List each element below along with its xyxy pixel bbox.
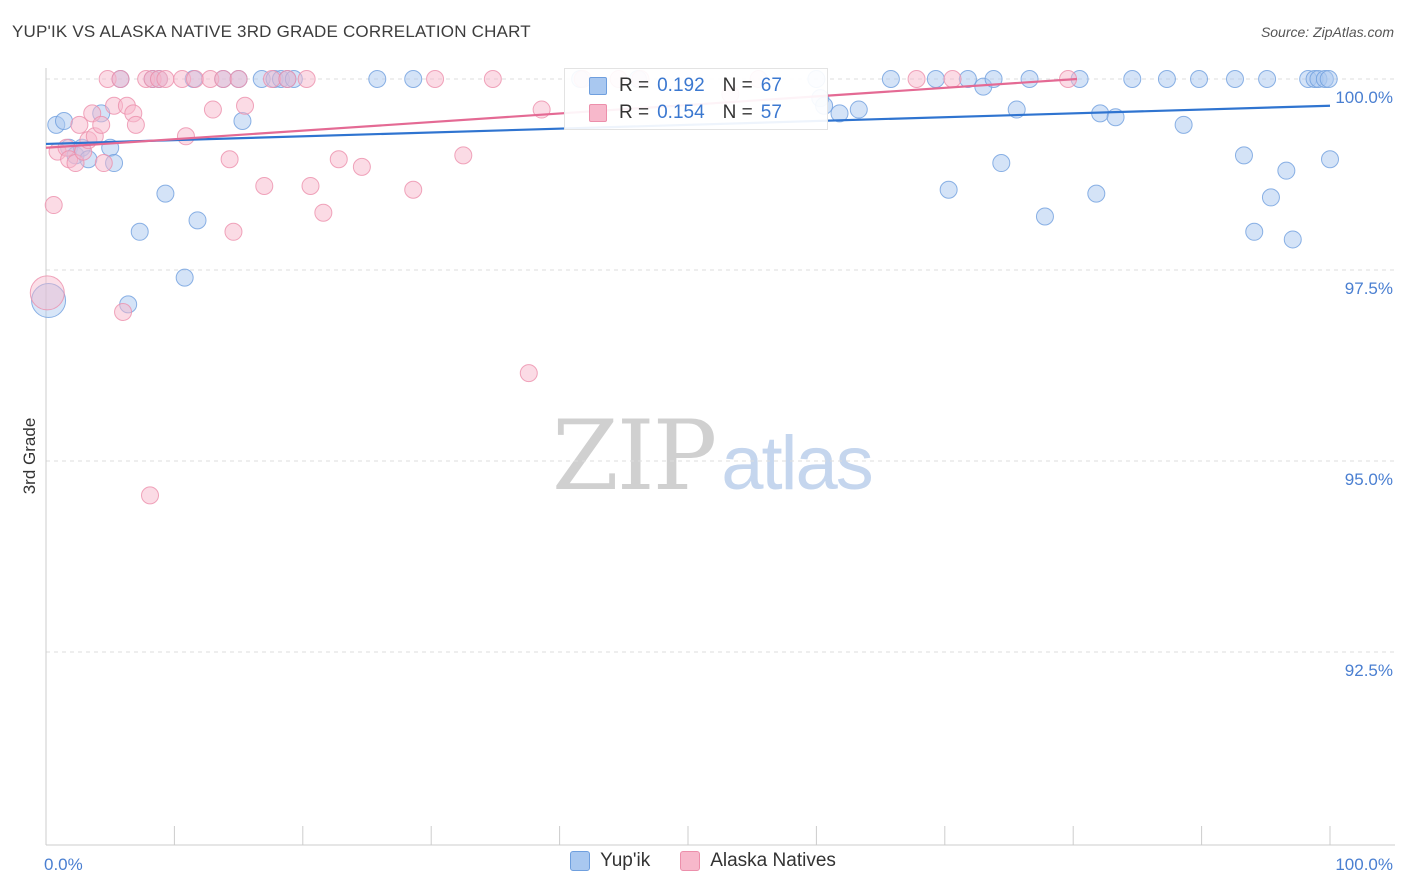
data-point bbox=[188, 211, 207, 230]
alaska-swatch-icon bbox=[589, 104, 607, 122]
stats-legend-row-alaska: R = 0.154 N = 57 bbox=[589, 100, 782, 126]
data-point bbox=[992, 154, 1011, 173]
data-point bbox=[1157, 70, 1176, 88]
data-point bbox=[130, 222, 149, 241]
data-point bbox=[214, 70, 233, 88]
stats-legend-row-yupik: R = 0.192 N = 67 bbox=[589, 73, 782, 99]
data-point bbox=[1321, 150, 1339, 169]
watermark-atlas: atlas bbox=[721, 421, 874, 506]
chart-title: YUP'IK VS ALASKA NATIVE 3RD GRADE CORREL… bbox=[12, 22, 531, 41]
data-point bbox=[236, 96, 255, 115]
data-point bbox=[111, 70, 130, 88]
x-tick-label: 100.0% bbox=[1335, 855, 1393, 874]
watermark: ZIPatlas bbox=[552, 400, 874, 512]
n-label: N = bbox=[722, 102, 753, 123]
r-value: 0.192 bbox=[657, 75, 705, 96]
watermark-zip: ZIP bbox=[552, 400, 717, 512]
data-point bbox=[297, 70, 316, 88]
data-point bbox=[176, 127, 195, 146]
data-point bbox=[185, 70, 204, 88]
data-point bbox=[229, 70, 248, 88]
y-tick-label: 95.0% bbox=[1345, 470, 1393, 489]
data-point bbox=[926, 70, 945, 88]
data-point bbox=[1234, 146, 1253, 165]
data-point bbox=[1087, 184, 1106, 203]
data-point bbox=[907, 70, 926, 88]
data-point bbox=[1319, 70, 1338, 88]
data-point bbox=[224, 222, 243, 241]
yupik-legend-icon bbox=[570, 851, 591, 871]
y-tick-label: 100.0% bbox=[1335, 88, 1393, 107]
trend-line bbox=[45, 77, 1078, 149]
data-point bbox=[1225, 70, 1244, 88]
data-point bbox=[156, 70, 175, 88]
n-value: 57 bbox=[760, 102, 782, 123]
data-point bbox=[404, 70, 423, 88]
data-point bbox=[126, 115, 145, 134]
data-point bbox=[519, 364, 538, 383]
r-value: 0.154 bbox=[657, 102, 705, 123]
data-point bbox=[314, 203, 333, 222]
r-label: R = bbox=[619, 75, 650, 96]
data-point bbox=[1123, 70, 1142, 88]
data-point bbox=[141, 486, 160, 505]
source-label: Source: ZipAtlas.com bbox=[1260, 24, 1394, 40]
data-point bbox=[29, 275, 65, 311]
legend-item-alaska-natives[interactable]: Alaska Natives bbox=[680, 850, 836, 872]
data-point bbox=[1174, 115, 1193, 134]
x-tick-label: 0.0% bbox=[44, 855, 83, 874]
data-point bbox=[233, 112, 252, 131]
data-point bbox=[301, 176, 320, 195]
data-point bbox=[255, 176, 274, 195]
data-point bbox=[262, 70, 281, 88]
data-point bbox=[1261, 188, 1280, 207]
data-point bbox=[44, 196, 63, 215]
r-label: R = bbox=[619, 102, 650, 123]
legend-item-yupik[interactable]: Yup'ik bbox=[570, 850, 650, 872]
data-point bbox=[1035, 207, 1054, 226]
data-point bbox=[426, 70, 445, 88]
series-legend: Yup'ik Alaska Natives bbox=[0, 850, 1406, 872]
n-value: 67 bbox=[760, 75, 782, 96]
data-point bbox=[830, 104, 849, 123]
stats-legend: R = 0.192 N = 67 R = 0.154 N = 57 bbox=[564, 68, 828, 130]
data-point bbox=[156, 184, 175, 203]
data-point bbox=[939, 180, 958, 199]
data-point bbox=[454, 146, 473, 165]
data-point bbox=[943, 70, 962, 88]
alaska-legend-icon bbox=[680, 851, 701, 871]
legend-label-alaska-natives: Alaska Natives bbox=[710, 850, 836, 871]
data-point bbox=[483, 70, 502, 88]
data-point bbox=[1007, 100, 1026, 119]
data-point bbox=[70, 115, 89, 134]
data-point bbox=[352, 157, 371, 176]
data-point bbox=[94, 154, 113, 173]
data-point bbox=[220, 150, 239, 169]
data-point bbox=[881, 70, 900, 88]
data-point bbox=[1283, 230, 1302, 249]
data-point bbox=[1258, 70, 1277, 88]
data-point bbox=[54, 112, 73, 131]
data-point bbox=[329, 150, 348, 169]
data-point bbox=[203, 100, 222, 119]
y-tick-label: 97.5% bbox=[1345, 279, 1393, 298]
data-point bbox=[92, 115, 111, 134]
data-point bbox=[114, 303, 133, 322]
y-axis-label: 3rd Grade bbox=[20, 417, 39, 495]
legend-label-yupik: Yup'ik bbox=[600, 850, 651, 871]
n-label: N = bbox=[722, 75, 753, 96]
yupik-swatch-icon bbox=[589, 77, 607, 95]
data-point bbox=[1277, 161, 1296, 180]
data-point bbox=[1245, 222, 1264, 241]
data-point bbox=[175, 268, 194, 287]
data-point bbox=[368, 70, 387, 88]
data-point bbox=[1190, 70, 1209, 88]
data-point bbox=[404, 180, 423, 199]
data-point bbox=[849, 100, 868, 119]
data-point bbox=[278, 70, 297, 88]
y-tick-label: 92.5% bbox=[1345, 661, 1393, 680]
data-point bbox=[1020, 70, 1039, 88]
